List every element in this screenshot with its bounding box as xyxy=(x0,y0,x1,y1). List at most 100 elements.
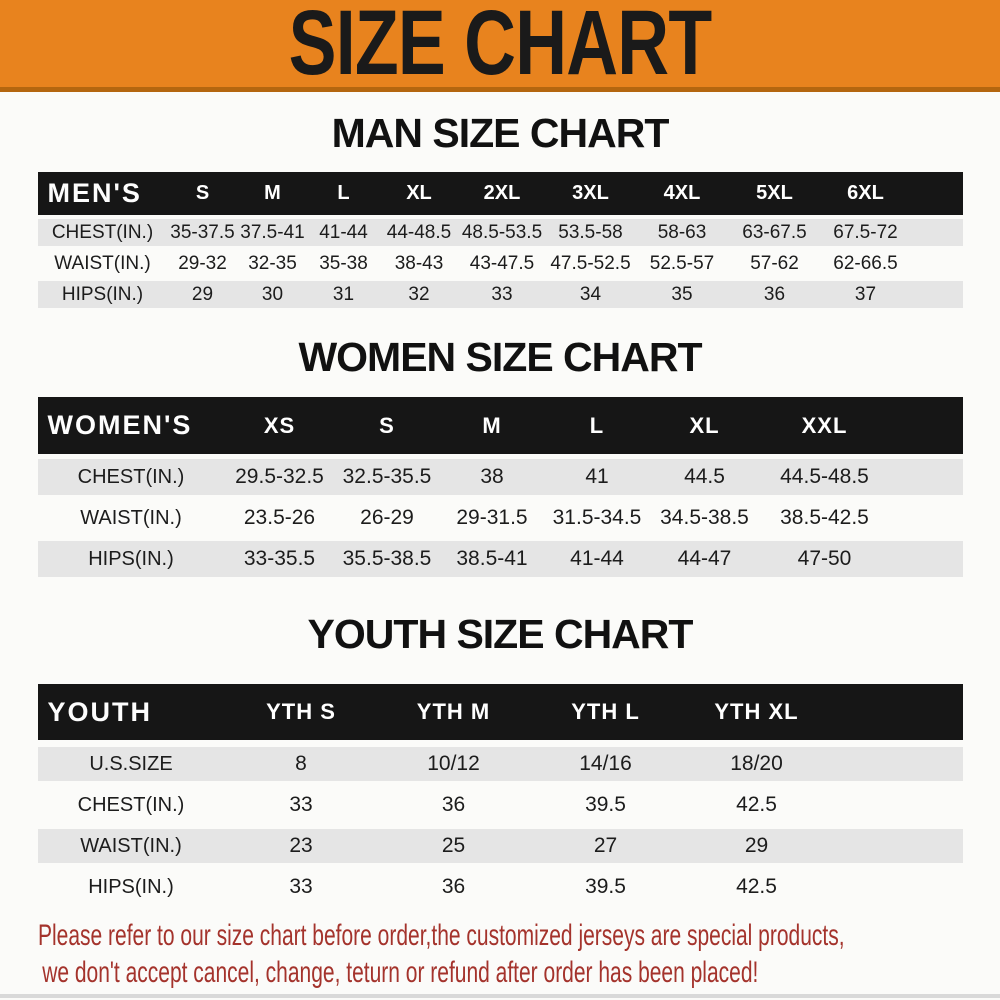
column-header: XL xyxy=(689,412,720,438)
table-cell: 39.5 xyxy=(585,793,626,816)
table-row: WAIST(IN.) 29-32 32-35 35-38 38-43 43-47.5 47.… xyxy=(38,250,963,277)
table-cell: 44.5 xyxy=(684,465,725,488)
women-size-chart-heading: WOMEN SIZE CHART xyxy=(298,334,702,380)
banner-title: SIZE CHART xyxy=(288,0,713,94)
women-size-table: WOMEN'S XS S M L XL XXL CHEST(IN.) 29.5-32.5 32.5… xyxy=(37,397,963,577)
table-cell: 33 xyxy=(289,793,313,816)
table-cell: 57-62 xyxy=(750,252,799,274)
table-cell: 29 xyxy=(744,834,769,857)
table-cell: 41 xyxy=(585,465,609,488)
table-cell: 10/12 xyxy=(427,752,480,775)
table-cell: 23 xyxy=(289,834,313,857)
table-cell: 62-66.5 xyxy=(833,252,898,274)
youth-size-table: YOUTH YTH S YTH M YTH L YTH XL U.S.SIZE 8 10/12… xyxy=(37,684,963,904)
column-header: 6XL xyxy=(847,182,884,204)
table-row: U.S.SIZE 8 10/12 14/16 18/20 xyxy=(37,747,963,781)
column-header: S xyxy=(379,412,395,438)
table-cell: 48.5-53.5 xyxy=(461,221,543,243)
column-header: M xyxy=(482,412,502,438)
table-cell: 18/20 xyxy=(730,752,783,775)
bottom-divider xyxy=(0,994,1000,998)
table-row: CHEST(IN.) 33 36 39.5 42.5 xyxy=(38,788,963,822)
table-row: WAIST(IN.) 23 25 27 29 xyxy=(37,829,963,863)
table-cell: 8 xyxy=(295,752,307,775)
table-cell: 38.5-42.5 xyxy=(780,506,869,529)
column-header: 2XL xyxy=(483,182,521,204)
row-label: WAIST(IN.) xyxy=(80,834,182,857)
women-corner-label: WOMEN'S xyxy=(47,410,193,440)
table-cell: 29 xyxy=(191,283,214,305)
table-cell: 44-48.5 xyxy=(386,221,452,243)
table-cell: 67.5-72 xyxy=(833,221,898,243)
table-cell: 38 xyxy=(480,465,504,488)
table-row: HIPS(IN.) 29 30 31 32 33 34 35 36 37 xyxy=(37,281,963,308)
table-cell: 41-44 xyxy=(570,547,624,570)
table-cell: 33 xyxy=(491,283,513,305)
row-label: HIPS(IN.) xyxy=(88,547,174,570)
table-cell: 44.5-48.5 xyxy=(780,465,869,488)
table-cell: 32 xyxy=(408,283,430,305)
table-cell: 43-47.5 xyxy=(469,252,535,274)
column-header: L xyxy=(589,412,605,438)
table-cell: 47-50 xyxy=(797,547,852,570)
column-header: S xyxy=(195,182,210,204)
column-header: XS xyxy=(263,412,296,438)
row-label: CHEST(IN.) xyxy=(51,221,154,243)
table-cell: 38-43 xyxy=(394,252,444,274)
table-cell: 27 xyxy=(593,834,618,857)
size-chart-banner: SIZE CHART xyxy=(0,0,1000,92)
men-size-chart-heading: MAN SIZE CHART xyxy=(331,110,670,156)
men-size-chart-section: MAN SIZE CHART MEN'S S M L XL 2XL 3XL 4XL 5XL 6XL C… xyxy=(0,110,1000,308)
column-header: YTH XL xyxy=(714,699,799,724)
footer-note-line-1: Please refer to our size chart before or… xyxy=(38,919,845,952)
row-label: CHEST(IN.) xyxy=(77,465,185,488)
footer-note-line-2: we don't accept cancel, change, teturn o… xyxy=(42,956,759,989)
table-cell: 29.5-32.5 xyxy=(235,465,324,488)
column-header: YTH M xyxy=(416,699,491,724)
table-row: HIPS(IN.) 33-35.5 35.5-38.5 38.5-41 41-44 44-… xyxy=(37,541,963,577)
column-header: XXL xyxy=(801,412,848,438)
table-cell: 41-44 xyxy=(319,221,368,243)
table-cell: 14/16 xyxy=(579,752,632,775)
row-label: WAIST(IN.) xyxy=(54,252,151,274)
column-header: L xyxy=(337,182,350,204)
table-cell: 29-31.5 xyxy=(456,506,528,529)
column-header: M xyxy=(264,182,281,204)
column-header: YTH L xyxy=(571,699,640,724)
table-cell: 25 xyxy=(441,834,466,857)
women-table-header-row: WOMEN'S XS S M L XL XXL xyxy=(37,397,963,454)
table-cell: 53.5-58 xyxy=(558,221,623,243)
footer-note: Please refer to our size chart before or… xyxy=(0,917,1000,991)
size-chart-sections: MAN SIZE CHART MEN'S S M L XL 2XL 3XL 4XL 5XL 6XL C… xyxy=(0,110,1000,904)
column-header: YTH S xyxy=(266,699,336,724)
youth-corner-label: YOUTH xyxy=(47,696,152,727)
table-cell: 26-29 xyxy=(360,506,414,529)
men-table-header-row: MEN'S S M L XL 2XL 3XL 4XL 5XL 6XL xyxy=(37,172,963,215)
table-cell: 33 xyxy=(289,875,313,898)
table-cell: 32-35 xyxy=(248,252,297,274)
table-cell: 33-35.5 xyxy=(243,547,316,570)
table-cell: 36 xyxy=(441,793,466,816)
table-cell: 47.5-52.5 xyxy=(550,252,631,274)
table-row: CHEST(IN.) 29.5-32.5 32.5-35.5 38 41 44.5 44.5… xyxy=(37,459,963,495)
table-row: CHEST(IN.) 35-37.5 37.5-41 41-44 44-48.5 48.5… xyxy=(37,219,963,246)
men-corner-label: MEN'S xyxy=(47,178,142,208)
table-cell: 36 xyxy=(763,283,786,305)
table-cell: 36 xyxy=(441,875,466,898)
row-label: CHEST(IN.) xyxy=(77,793,185,816)
women-size-chart-section: WOMEN SIZE CHART WOMEN'S XS S M L XL XXL CHEST(I… xyxy=(0,334,1000,577)
row-label: HIPS(IN.) xyxy=(61,283,144,305)
table-cell: 31 xyxy=(332,283,355,305)
table-cell: 38.5-41 xyxy=(456,547,528,570)
table-cell: 37 xyxy=(854,283,877,305)
table-cell: 35 xyxy=(671,283,693,305)
men-size-table: MEN'S S M L XL 2XL 3XL 4XL 5XL 6XL CHEST(IN.) 35-37… xyxy=(37,172,963,308)
column-header: 4XL xyxy=(663,182,701,204)
table-cell: 35-38 xyxy=(319,252,368,274)
table-cell: 52.5-57 xyxy=(649,252,715,274)
youth-table-header-row: YOUTH YTH S YTH M YTH L YTH XL xyxy=(37,684,963,740)
table-cell: 37.5-41 xyxy=(240,221,305,243)
table-cell: 34 xyxy=(579,283,602,305)
table-cell: 58-63 xyxy=(657,221,707,243)
youth-size-chart-heading: YOUTH SIZE CHART xyxy=(307,611,694,657)
